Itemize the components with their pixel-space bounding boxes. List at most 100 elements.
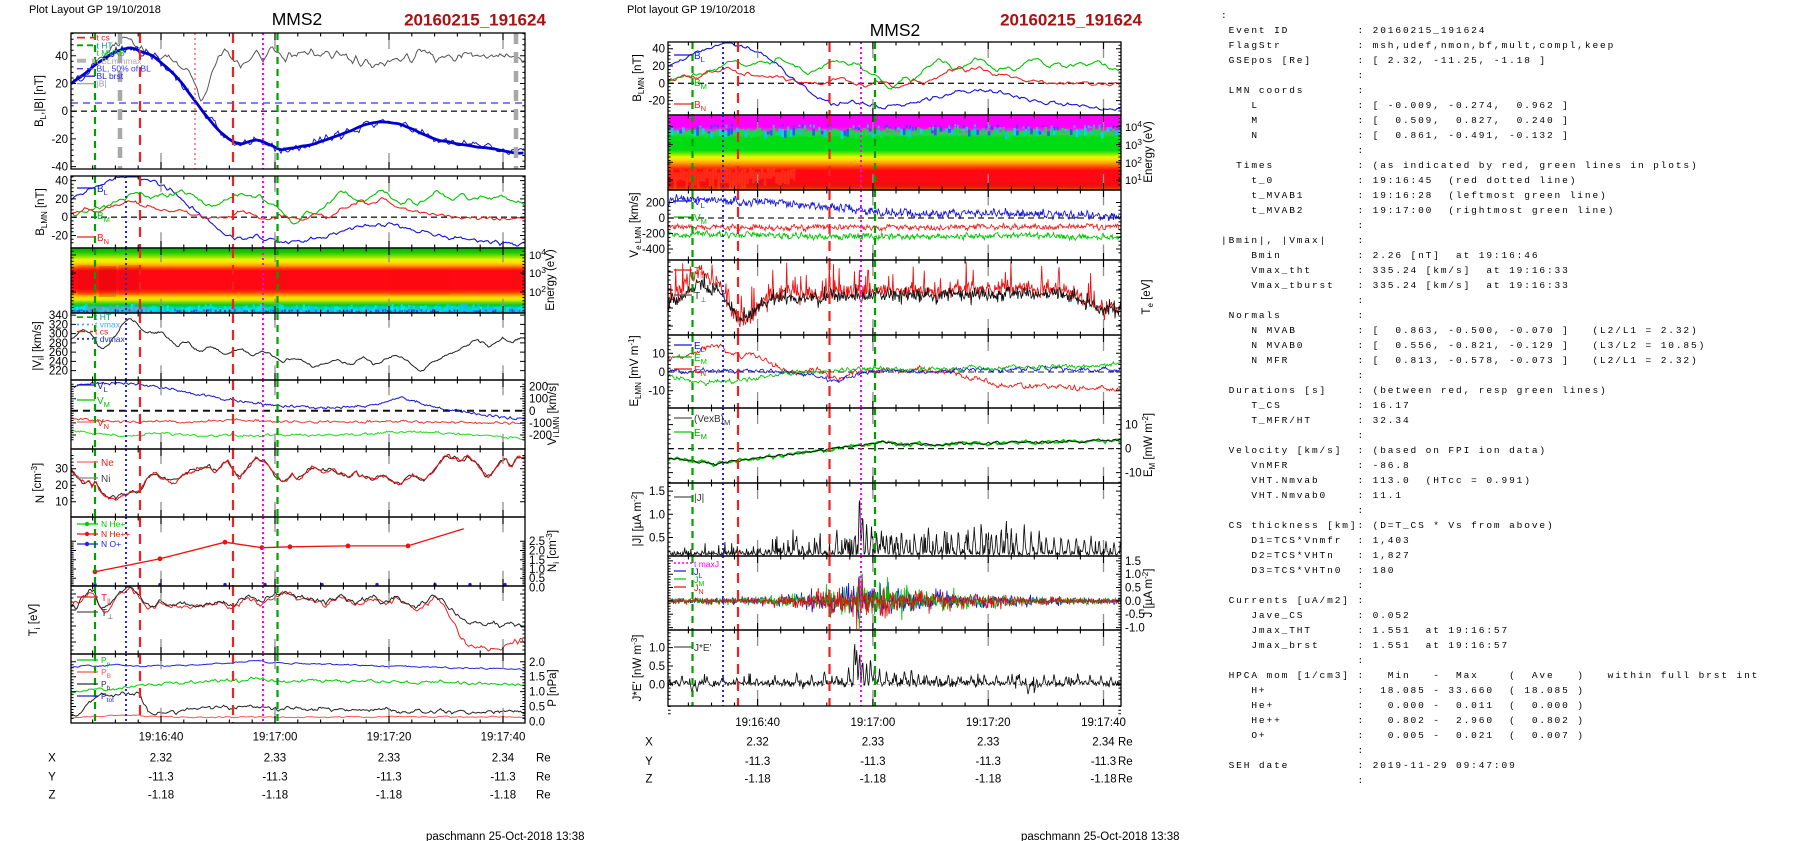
svg-text:2.34: 2.34: [1092, 737, 1115, 749]
svg-text:19:17:40: 19:17:40: [481, 732, 526, 744]
svg-text:BN: BN: [97, 233, 109, 246]
svg-text:1.0: 1.0: [529, 687, 545, 699]
svg-text:20160215_191624: 20160215_191624: [404, 11, 546, 30]
svg-text:0: 0: [62, 212, 68, 224]
svg-text:Re: Re: [1118, 737, 1133, 749]
svg-text:Z: Z: [48, 790, 55, 802]
svg-text:200: 200: [646, 198, 665, 210]
svg-text:19:16:40: 19:16:40: [139, 732, 184, 744]
svg-text:t HT: t HT: [97, 40, 113, 50]
svg-text:-40: -40: [51, 162, 68, 174]
svg-text:240: 240: [49, 356, 68, 368]
svg-text:19:17:00: 19:17:00: [253, 732, 298, 744]
svg-text:20160215_191624: 20160215_191624: [1000, 11, 1142, 30]
svg-text:40: 40: [652, 44, 665, 56]
svg-text:0.5: 0.5: [649, 533, 665, 545]
svg-text:JN: JN: [694, 583, 704, 596]
svg-text:20: 20: [55, 79, 68, 91]
svg-text:N O+: N O+: [101, 539, 121, 549]
svg-text:2.33: 2.33: [378, 753, 400, 765]
svg-text:BM: BM: [694, 78, 707, 91]
svg-text:t maxJ: t maxJ: [694, 559, 719, 569]
svg-text:|J|: |J|: [694, 493, 704, 504]
svg-text:320: 320: [49, 319, 68, 331]
svg-text:30: 30: [55, 464, 68, 476]
svg-text:|J| [µA m-2]: |J| [µA m-2]: [630, 492, 644, 547]
svg-text:BL,|B| [nT]: BL,|B| [nT]: [34, 75, 48, 127]
svg-text:2.33: 2.33: [862, 737, 884, 749]
svg-text:2.34: 2.34: [492, 753, 515, 765]
svg-text:-1.18: -1.18: [262, 790, 288, 802]
svg-text:0: 0: [1125, 444, 1131, 456]
svg-text:-11.3: -11.3: [262, 772, 287, 784]
svg-text:Ni [cm-3]: Ni [cm-3]: [545, 530, 561, 572]
svg-text:VM: VM: [97, 396, 110, 409]
svg-text:EM: EM: [694, 428, 707, 441]
svg-text:0.5: 0.5: [529, 702, 545, 714]
svg-text:280: 280: [49, 338, 68, 350]
svg-text:-100: -100: [529, 418, 552, 430]
svg-text:T||: T||: [101, 593, 111, 606]
svg-text:BM: BM: [97, 211, 110, 224]
svg-text:P [nPa]: P [nPa]: [547, 669, 559, 707]
svg-text:340: 340: [49, 310, 68, 322]
svg-text:Ne: Ne: [101, 458, 114, 469]
svg-text:Pp: Pp: [101, 655, 111, 668]
svg-text:-10: -10: [1125, 468, 1142, 480]
svg-text:-1.18: -1.18: [744, 774, 770, 786]
svg-text:Re: Re: [536, 772, 551, 784]
svg-text:t cs: t cs: [95, 327, 108, 337]
svg-text:-1.18: -1.18: [860, 774, 886, 786]
svg-text:0.5: 0.5: [1125, 583, 1141, 595]
svg-text:1.0: 1.0: [1125, 569, 1141, 581]
svg-text:200: 200: [529, 382, 548, 394]
svg-text:2.32: 2.32: [150, 753, 172, 765]
svg-text:J [µA m-2]: J [µA m-2]: [1141, 569, 1155, 618]
svg-text:Plot Layout GP 19/10/2018: Plot Layout GP 19/10/2018: [29, 4, 161, 16]
svg-text:10: 10: [1125, 420, 1138, 432]
svg-text:Plot layout GP 19/10/2018: Plot layout GP 19/10/2018: [627, 4, 755, 16]
svg-text:1.5: 1.5: [529, 555, 545, 567]
svg-text:0: 0: [529, 406, 535, 418]
svg-text:t MVAB: t MVAB: [97, 48, 126, 58]
svg-text:Y: Y: [645, 756, 653, 768]
svg-text:40: 40: [55, 51, 68, 63]
svg-text:t cs: t cs: [97, 33, 110, 43]
svg-text:EM [mW m-2]: EM [mW m-2]: [1141, 413, 1157, 477]
svg-text:|Vi| [km/s]: |Vi| [km/s]: [32, 321, 46, 370]
svg-text:0: 0: [62, 106, 68, 118]
svg-text:X: X: [645, 737, 653, 749]
svg-text:t HT: t HT: [95, 312, 111, 322]
svg-text:Z: Z: [645, 774, 652, 786]
svg-text:Ti [eV]: Ti [eV]: [28, 604, 42, 636]
svg-text:1.5: 1.5: [1125, 556, 1141, 568]
svg-text:-11.3: -11.3: [1091, 756, 1116, 768]
svg-text:EM: EM: [694, 353, 707, 366]
svg-text:paschmann 25-Oct-2018 13:38: paschmann 25-Oct-2018 13:38: [1021, 831, 1180, 841]
svg-text:BLMN [nT]: BLMN [nT]: [632, 54, 646, 102]
svg-text:Re: Re: [1118, 774, 1133, 786]
svg-text:BL: BL: [694, 51, 705, 64]
svg-text:-11.3: -11.3: [976, 756, 1001, 768]
svg-text:-200: -200: [642, 229, 665, 241]
svg-text:-11.3: -11.3: [490, 772, 515, 784]
svg-text:Ph: Ph: [101, 679, 111, 692]
svg-text:2.0: 2.0: [529, 546, 545, 558]
svg-text:19:17:20: 19:17:20: [367, 732, 412, 744]
svg-text:T||: T||: [694, 266, 704, 279]
svg-text:|B|: |B|: [97, 79, 107, 89]
svg-text:-1.0: -1.0: [1125, 623, 1145, 635]
svg-text:BL, 50% of BL: BL, 50% of BL: [97, 64, 152, 74]
svg-text:-20: -20: [51, 134, 68, 146]
svg-text:J*E': J*E': [694, 643, 712, 654]
svg-text:0: 0: [659, 367, 665, 379]
svg-text:-10: -10: [648, 386, 665, 398]
svg-text:VM: VM: [694, 213, 707, 226]
svg-text:Y: Y: [48, 772, 56, 784]
svg-text:0.0: 0.0: [529, 716, 545, 728]
svg-text:Energy (eV): Energy (eV): [545, 249, 557, 311]
svg-text:2.5: 2.5: [529, 536, 545, 548]
svg-text:0.0: 0.0: [649, 679, 665, 691]
svg-text:-1.18: -1.18: [490, 790, 516, 802]
svg-text:19:17:00: 19:17:00: [851, 717, 896, 729]
